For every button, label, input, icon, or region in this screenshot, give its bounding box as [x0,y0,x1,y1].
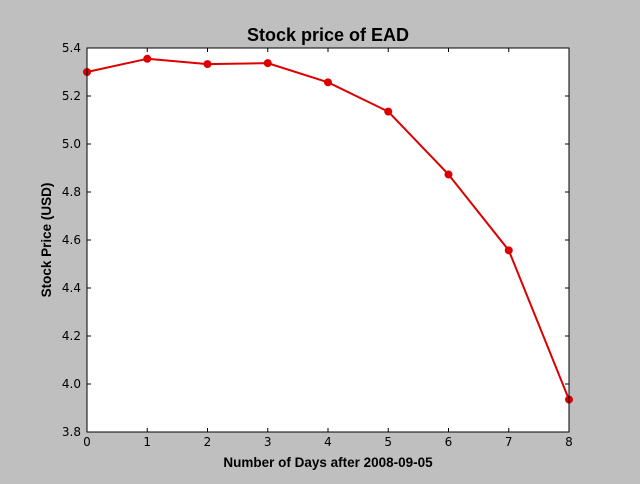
x-axis-label: Number of Days after 2008-09-05 [223,455,433,470]
data-point [384,107,393,116]
y-tick-label: 4.6 [62,233,81,247]
x-tick-label: 8 [565,435,573,449]
chart-title: Stock price of EAD [247,25,409,45]
y-tick-label: 4.4 [62,281,81,295]
y-tick-label: 4.0 [62,377,81,391]
data-point [203,60,212,69]
data-point [504,246,513,255]
x-tick-label: 5 [384,435,392,449]
x-tick-label: 2 [204,435,212,449]
data-point [324,78,332,87]
y-tick-label: 5.4 [62,41,81,55]
y-tick-label: 4.8 [62,185,81,199]
data-point [444,170,453,179]
series-layer [83,54,573,404]
y-tick-label: 5.0 [62,137,81,151]
y-tick-label: 5.2 [62,89,81,103]
y-axis-label: Stock Price (USD) [39,183,54,298]
x-tick-label: 3 [264,435,272,449]
y-tick-label: 3.8 [62,425,81,439]
x-tick-label: 6 [445,435,453,449]
x-tick-label: 1 [143,435,151,449]
x-tick-label: 0 [83,435,91,449]
y-tick-label: 4.2 [62,329,81,343]
x-tick-label: 4 [324,435,332,449]
data-point [263,59,272,68]
x-tick-label: 7 [505,435,513,449]
plot-area [87,48,569,432]
data-point [143,54,152,63]
plot-frame [86,47,570,433]
